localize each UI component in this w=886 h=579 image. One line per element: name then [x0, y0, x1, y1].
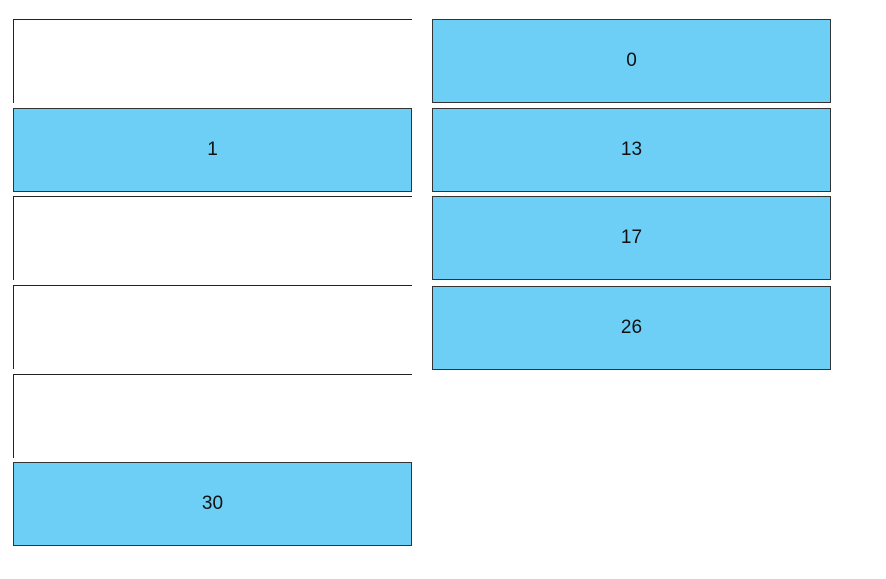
answer-item[interactable]: 13	[432, 108, 831, 192]
answer-item[interactable]: 0	[432, 19, 831, 103]
answer-item[interactable]: 30	[13, 462, 412, 546]
answer-item[interactable]: 26	[432, 286, 831, 370]
drop-slot[interactable]	[13, 19, 412, 103]
answer-item[interactable]: 1	[13, 108, 412, 192]
answer-item[interactable]: 17	[432, 196, 831, 280]
drop-slot[interactable]	[13, 196, 412, 280]
drop-slot[interactable]	[13, 285, 412, 369]
drop-slot[interactable]	[13, 374, 412, 458]
